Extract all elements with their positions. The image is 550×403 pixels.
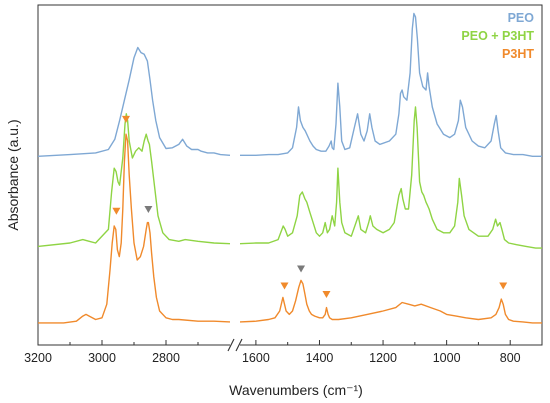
axis-break-slash	[227, 338, 235, 352]
peak-marker-triangle	[499, 282, 508, 290]
legend-entry: PEO	[508, 11, 535, 25]
series-line-peo-p3ht-low	[239, 106, 542, 249]
legend: PEO PEO + P3HT P3HT	[461, 11, 534, 61]
peak-marker-triangle	[280, 282, 289, 290]
x-tick-label: 1000	[433, 351, 461, 365]
peak-marker-triangle	[122, 115, 130, 123]
x-tick-label: 800	[500, 351, 521, 365]
peak-marker-triangle	[297, 265, 306, 273]
series-line-peo-p3ht-high	[37, 113, 231, 248]
x-axis-ticks: 3200 3000 2800 1600 1400 1200 1000 800	[24, 340, 521, 365]
y-axis-label: Absorbance (a.u.)	[5, 119, 21, 230]
axis-break-slash	[235, 338, 243, 352]
series-line-p3ht-high	[38, 133, 231, 324]
x-tick-label: 1600	[242, 351, 270, 365]
x-axis-label: Wavenumbers (cm⁻¹)	[229, 382, 363, 398]
series-line-p3ht-low	[239, 279, 542, 324]
series-layer	[37, 12, 542, 324]
peak-marker-triangle	[144, 206, 153, 213]
x-tick-label: 1200	[369, 351, 397, 365]
x-tick-label: 3200	[24, 351, 52, 365]
legend-entry: P3HT	[502, 47, 534, 61]
peak-marker-triangle	[322, 291, 331, 298]
plot-frame	[37, 4, 543, 352]
legend-entry: PEO + P3HT	[461, 29, 534, 43]
plot-border	[37, 4, 543, 346]
x-tick-label: 2800	[152, 351, 180, 365]
axis-break-gap	[230, 338, 240, 352]
x-tick-label: 1400	[306, 351, 334, 365]
series-line-peo-low	[240, 12, 542, 158]
series-line-peo-high	[37, 46, 231, 157]
marker-layer	[112, 115, 508, 298]
peak-marker-triangle	[112, 207, 121, 215]
x-tick-label: 3000	[88, 351, 116, 365]
